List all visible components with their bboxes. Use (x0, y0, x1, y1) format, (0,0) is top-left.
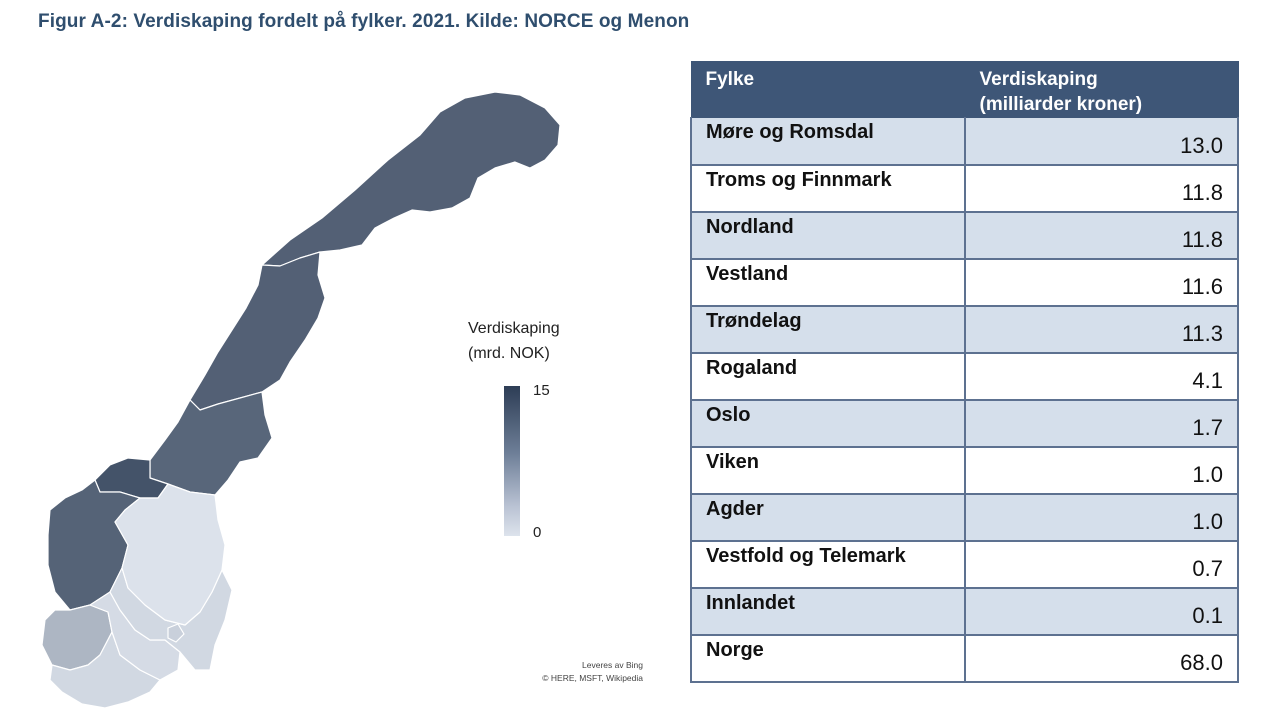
county-value-cell: 11.3 (964, 304, 1239, 354)
county-value-cell: 4.1 (964, 351, 1239, 401)
county-name-cell: Vestfold og Telemark (690, 539, 966, 589)
county-name-cell: Nordland (690, 210, 966, 260)
map-credit-sources: © HERE, MSFT, Wikipedia (542, 673, 643, 683)
table-row: Oslo 1.7 (690, 398, 1239, 448)
county-region-trondelag (149, 391, 273, 496)
table-row: Troms og Finnmark 11.8 (690, 163, 1239, 213)
county-value-cell: 68.0 (964, 633, 1239, 683)
value-creation-table: Fylke Verdiskaping (milliarder kroner) M… (690, 61, 1239, 683)
table-header-row: Fylke Verdiskaping (milliarder kroner) (690, 61, 1239, 118)
table-row: Møre og Romsdal 13.0 (690, 117, 1239, 166)
county-value-cell: 13.0 (964, 117, 1239, 166)
header-value-line1: Verdiskaping (979, 69, 1098, 90)
county-region-oslo (167, 623, 185, 643)
county-name-cell: Oslo (690, 398, 966, 448)
table-row: Vestfold og Telemark 0.7 (690, 539, 1239, 589)
county-region-troms-og-finnmark (261, 91, 561, 267)
county-value-cell: 11.6 (964, 257, 1239, 307)
county-name-cell: Møre og Romsdal (690, 117, 966, 166)
county-name-cell: Innlandet (690, 586, 966, 636)
county-region-nordland (189, 251, 326, 411)
county-value-cell: 11.8 (964, 163, 1239, 213)
county-value-cell: 1.0 (964, 492, 1239, 542)
legend-min-label: 0 (533, 524, 542, 541)
table-row: Trøndelag 11.3 (690, 304, 1239, 354)
header-value-creation: Verdiskaping (milliarder kroner) (964, 61, 1239, 118)
table-row: Rogaland 4.1 (690, 351, 1239, 401)
legend-color-scale (504, 386, 520, 536)
header-county: Fylke (690, 61, 966, 118)
county-name-cell: Norge (690, 633, 966, 683)
norway-choropleth-map: Verdiskaping (mrd. NOK) 15 0 Leveres av … (0, 40, 660, 720)
table-row: Vestland 11.6 (690, 257, 1239, 307)
county-value-cell: 1.7 (964, 398, 1239, 448)
county-value-cell: 0.7 (964, 539, 1239, 589)
table-row: Norge 68.0 (690, 633, 1239, 683)
county-value-cell: 11.8 (964, 210, 1239, 260)
county-name-cell: Agder (690, 492, 966, 542)
header-value-line2: (milliarder kroner) (979, 94, 1143, 115)
county-name-cell: Viken (690, 445, 966, 495)
map-canvas (41, 91, 561, 709)
table-row: Agder 1.0 (690, 492, 1239, 542)
legend-title-line1: Verdiskaping (468, 320, 560, 337)
table-row: Viken 1.0 (690, 445, 1239, 495)
county-region-innlandet (114, 483, 226, 626)
county-name-cell: Trøndelag (690, 304, 966, 354)
map-credit-provider: Leveres av Bing (582, 660, 643, 670)
county-value-cell: 1.0 (964, 445, 1239, 495)
county-value-cell: 0.1 (964, 586, 1239, 636)
legend-title-line2: (mrd. NOK) (468, 345, 550, 362)
table-row: Innlandet 0.1 (690, 586, 1239, 636)
county-name-cell: Rogaland (690, 351, 966, 401)
legend-max-label: 15 (533, 382, 550, 399)
county-name-cell: Troms og Finnmark (690, 163, 966, 213)
table-row: Nordland 11.8 (690, 210, 1239, 260)
figure-title: Figur A-2: Verdiskaping fordelt på fylke… (38, 11, 690, 32)
county-name-cell: Vestland (690, 257, 966, 307)
